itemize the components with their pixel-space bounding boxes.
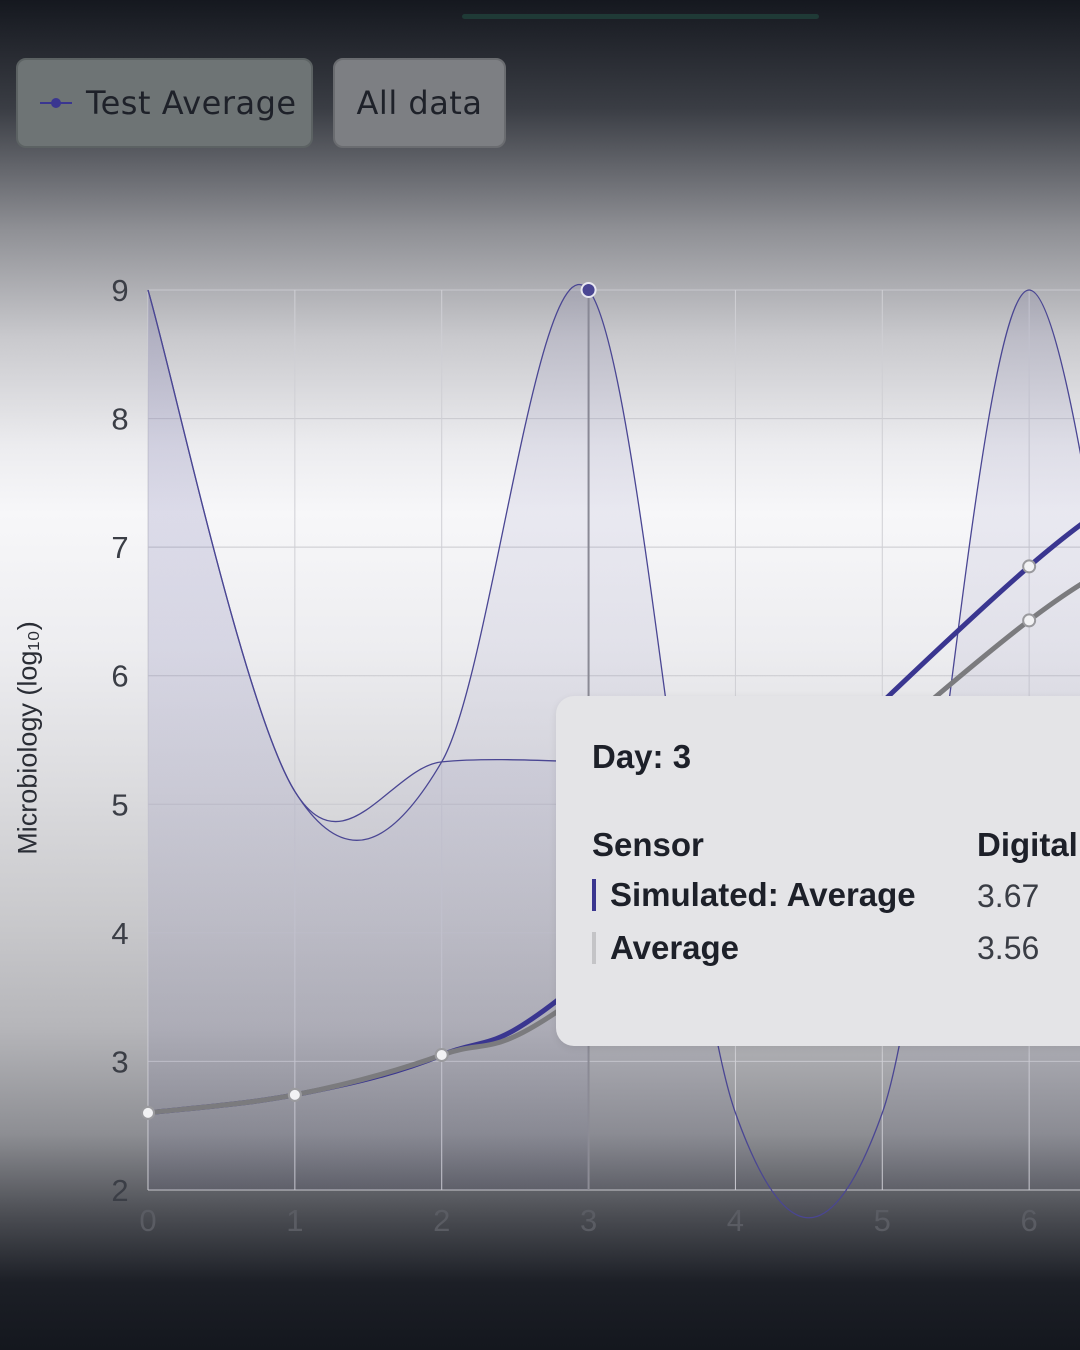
y-tick-label: 5: [111, 787, 128, 822]
y-tick-label: 9: [111, 273, 128, 308]
x-tick-label: 6: [1021, 1203, 1038, 1238]
top-scroll-indicator: [462, 14, 819, 19]
average-color-swatch: [592, 932, 596, 964]
y-tick-label: 3: [111, 1044, 128, 1079]
y-tick-label: 7: [111, 530, 128, 565]
tooltip-row-simulated: Simulated: Average: [592, 876, 916, 914]
tooltip-row-average: Average: [592, 929, 739, 967]
tooltip-row-label: Average: [610, 929, 740, 966]
series-marker-icon: [40, 93, 72, 113]
series-area-fill: [148, 290, 589, 1190]
y-axis-ticks: 2 3 4 5 6 7 8 9: [111, 273, 128, 1208]
y-tick-label: 6: [111, 659, 128, 694]
data-point: [1022, 613, 1037, 628]
tooltip-title: Day: 3: [592, 738, 692, 775]
data-point: [1022, 559, 1037, 574]
y-tick-label: 2: [111, 1173, 128, 1208]
filter-all-data-label: All data: [356, 84, 483, 122]
x-tick-label: 1: [286, 1203, 303, 1238]
data-point: [141, 1105, 155, 1120]
filter-all-data-button[interactable]: All data: [333, 58, 506, 148]
tooltip-row-label: Simulated: Average: [610, 876, 916, 913]
tooltip-column-digital: Digital: [977, 826, 1078, 863]
data-point: [580, 282, 597, 298]
x-tick-label: 0: [139, 1203, 156, 1238]
tooltip-row-value: 3.67: [977, 878, 1040, 914]
tooltip-row-value: 3.56: [977, 930, 1040, 966]
y-axis-label: Microbiology (log₁₀): [12, 621, 43, 855]
x-axis-ticks: 01234567: [139, 1203, 1038, 1238]
x-tick-label: 2: [433, 1203, 450, 1238]
y-tick-label: 8: [111, 402, 128, 437]
tooltip-column-sensor: Sensor: [592, 826, 704, 863]
data-point: [434, 1048, 449, 1062]
series-line-test-average: [147, 289, 589, 823]
filter-test-average-button[interactable]: Test Average: [16, 58, 313, 148]
y-tick-label: 4: [111, 916, 128, 951]
x-tick-label: 3: [580, 1203, 597, 1238]
x-tick-label: 5: [874, 1203, 891, 1238]
data-tooltip: Day: 3 Sensor Digital Simulated: Average…: [556, 696, 1080, 1046]
filter-test-average-label: Test Average: [86, 84, 297, 122]
simulated-color-swatch: [592, 879, 596, 911]
x-tick-label: 4: [727, 1203, 744, 1238]
data-point: [287, 1087, 302, 1102]
